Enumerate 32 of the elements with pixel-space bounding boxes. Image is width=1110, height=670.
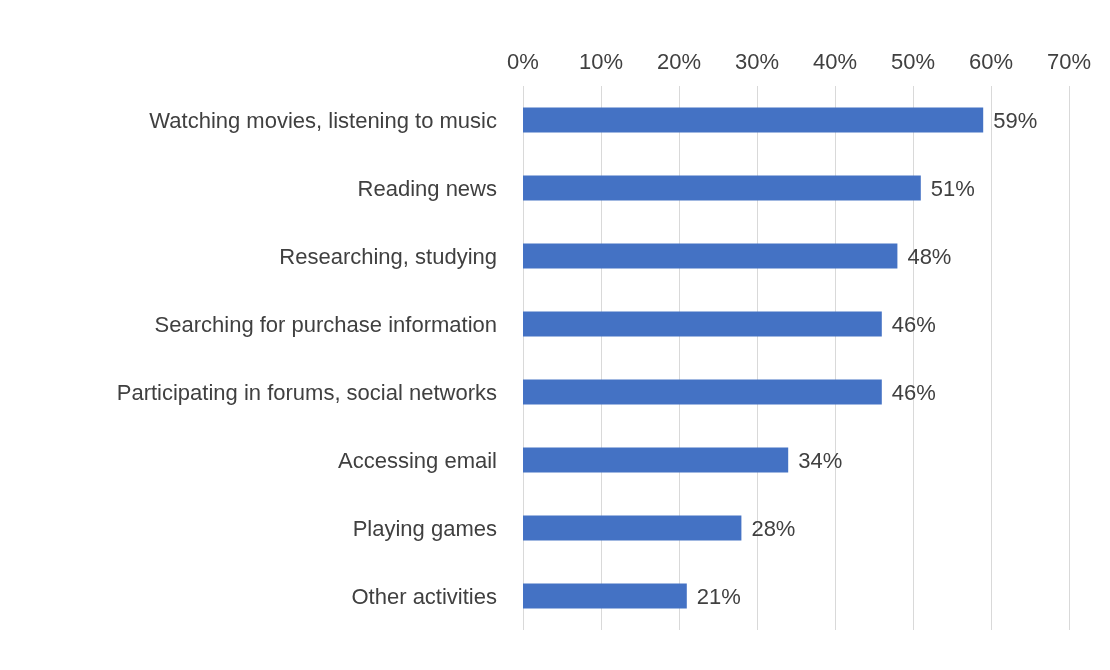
data-label: 46% [891, 379, 936, 405]
y-tick-label: Other activities [351, 583, 497, 609]
data-label: 28% [751, 515, 796, 541]
data-label: 59% [993, 107, 1038, 133]
x-tick-label: 10% [578, 48, 624, 74]
y-tick-label: Participating in forums, social networks [116, 379, 497, 405]
bar [523, 107, 984, 133]
data-label: 48% [907, 243, 952, 269]
bar [523, 379, 882, 405]
x-tick-label: 50% [890, 48, 936, 74]
bar [523, 447, 789, 473]
data-label: 21% [696, 583, 741, 609]
y-tick-label: Reading news [357, 175, 497, 201]
y-tick-label: Searching for purchase information [154, 311, 497, 337]
data-label: 51% [930, 175, 975, 201]
y-tick-label: Playing games [352, 515, 497, 541]
y-tick-label: Watching movies, listening to music [149, 107, 497, 133]
x-tick-label: 0% [507, 48, 539, 74]
x-tick-label: 30% [734, 48, 780, 74]
x-tick-label: 20% [656, 48, 702, 74]
x-tick-label: 40% [812, 48, 858, 74]
x-tick-label: 60% [968, 48, 1014, 74]
x-tick-label: 70% [1046, 48, 1092, 74]
y-tick-label: Researching, studying [279, 243, 497, 269]
bar [523, 243, 898, 269]
data-label: 34% [798, 447, 843, 473]
bar [523, 583, 687, 609]
bar [523, 311, 882, 337]
bar [523, 175, 921, 201]
bar [523, 515, 742, 541]
y-tick-label: Accessing email [338, 447, 497, 473]
data-label: 46% [891, 311, 936, 337]
